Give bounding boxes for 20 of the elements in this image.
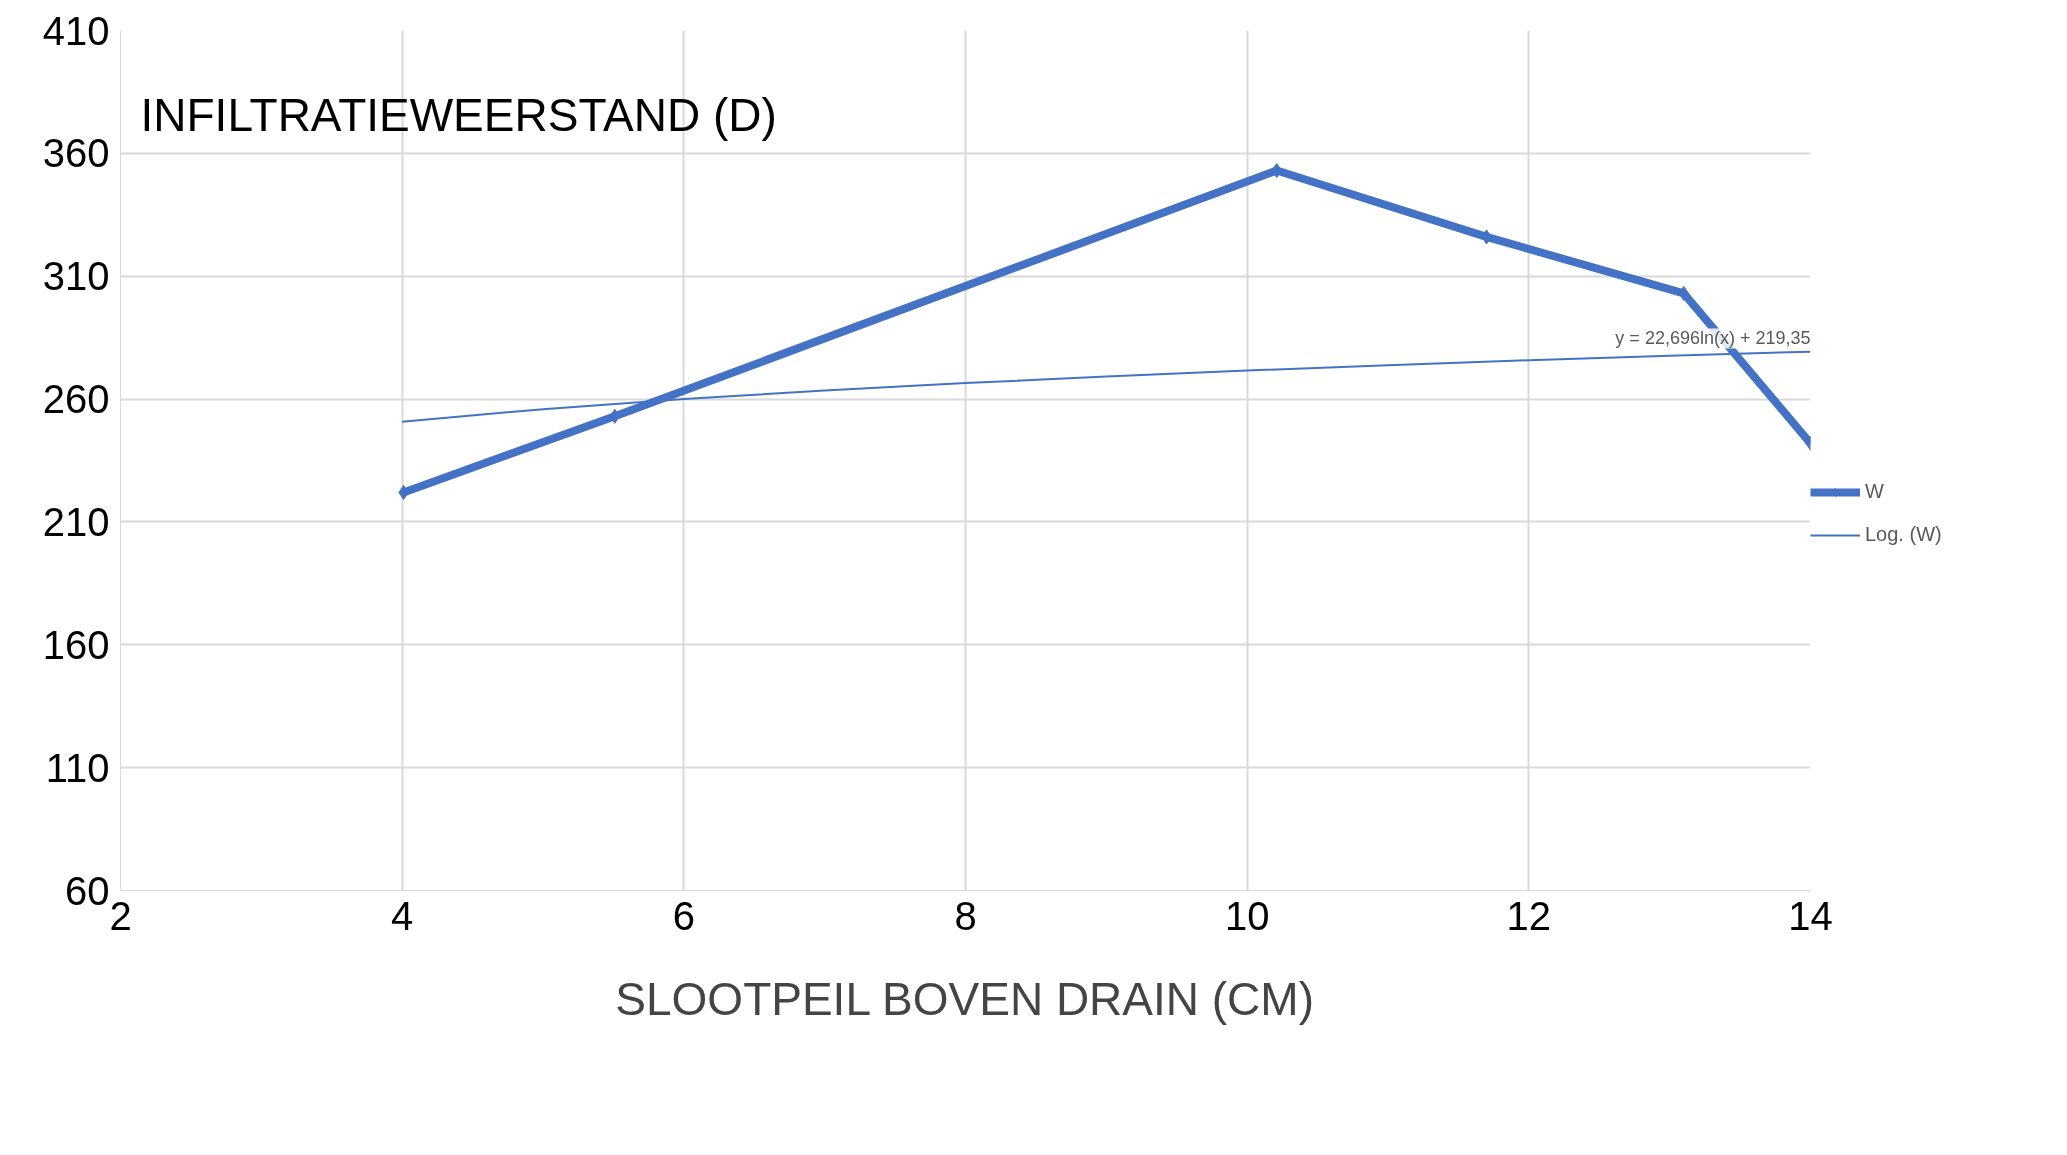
- y-tick-label: 60: [65, 868, 110, 913]
- y-tick-label: 310: [42, 254, 110, 299]
- annotation: y = 22,696ln(x) + 219,35: [1615, 328, 1811, 349]
- x-tick-label: 4: [391, 893, 414, 938]
- y-tick-label: 210: [42, 499, 110, 544]
- x-tick-label: 2: [109, 893, 132, 938]
- legend-label: Log. (W): [1865, 523, 1942, 546]
- x-tick-label: 14: [1788, 893, 1833, 938]
- y-tick-label: 360: [42, 131, 110, 176]
- legend-label: W: [1865, 480, 1885, 503]
- x-tick-label: 12: [1506, 893, 1552, 938]
- x-tick-label: 10: [1224, 893, 1270, 938]
- y-tick-label: 110: [45, 745, 110, 790]
- y-tick-label: 160: [42, 622, 110, 667]
- y-tick-label: 260: [42, 377, 110, 422]
- x-axis-title: SLOOTPEIL BOVEN DRAIN (CM): [615, 972, 1314, 1025]
- y-tick-label: 410: [42, 8, 110, 53]
- x-tick-label: 8: [954, 893, 977, 938]
- y-axis-title: INFILTRATIEWEERSTAND (D): [140, 88, 777, 141]
- x-tick-label: 6: [672, 893, 695, 938]
